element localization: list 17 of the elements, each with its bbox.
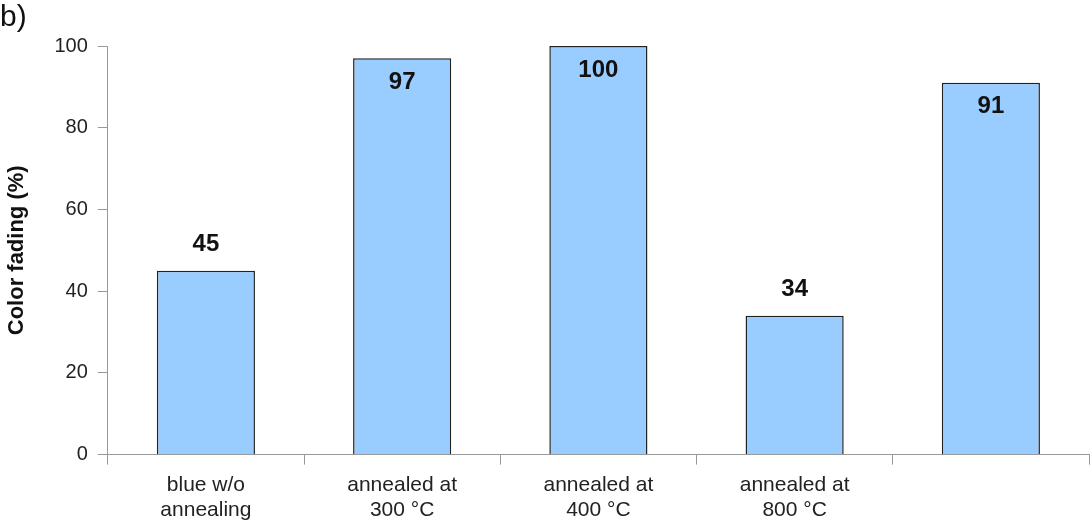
y-tick-label: 20: [65, 360, 88, 383]
x-tick-label: annealed at 400 °C: [543, 472, 654, 521]
data-label: 100: [578, 54, 619, 82]
chart-title: b): [0, 0, 27, 33]
x-tick-label: blue w/o annealing: [160, 472, 252, 521]
data-label: 97: [388, 66, 416, 94]
data-label: 34: [781, 274, 809, 302]
y-tick-label: 60: [65, 196, 88, 219]
x-tick-label: annealed at 300 °C: [347, 472, 458, 521]
y-tick-label: 0: [76, 442, 88, 465]
y-axis-title: Color fading (%): [3, 165, 29, 336]
y-tick-label: 80: [65, 115, 88, 138]
data-label: 91: [977, 91, 1005, 119]
y-tick-label: 40: [65, 278, 88, 301]
x-tick-label: annealed at 800 °C: [739, 472, 850, 521]
y-tick-label: 100: [54, 33, 88, 56]
data-label: 45: [192, 229, 220, 257]
